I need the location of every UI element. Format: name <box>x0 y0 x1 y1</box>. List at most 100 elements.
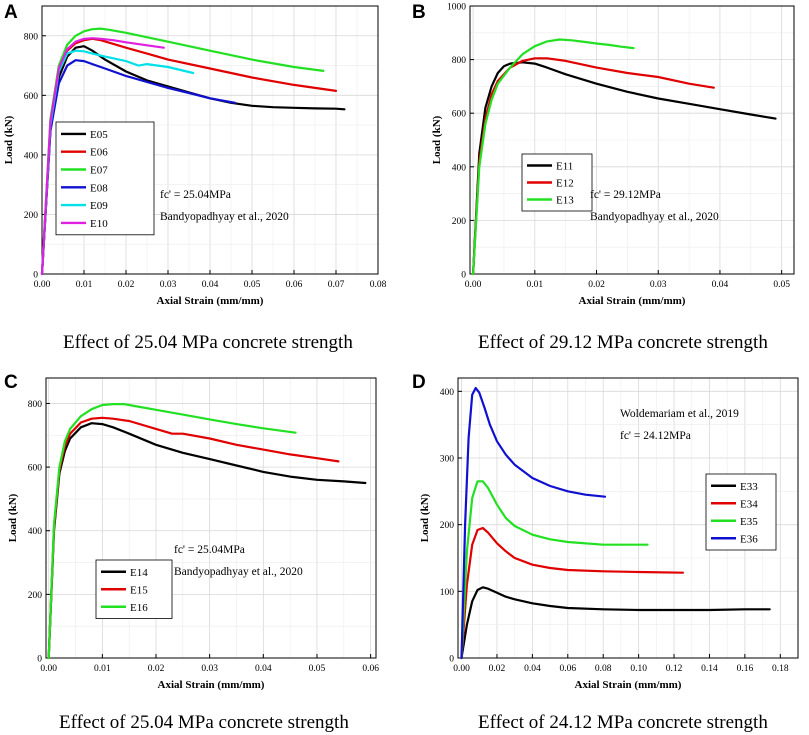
legend-label: E10 <box>90 218 108 230</box>
y-tick-label: 0 <box>33 271 38 281</box>
x-tick-label: 0.02 <box>489 664 506 674</box>
chart-svg-d: 0.00 0.02 0.04 0.06 0.08 0.10 0.12 0.14 0.16 0.18… <box>419 377 799 691</box>
x-tick-label: 0.00 <box>34 280 51 290</box>
y-tick-label: 400 <box>452 163 467 173</box>
x-tick-label: 0.00 <box>465 280 482 290</box>
y-axis-label: Load (kN) <box>7 493 19 542</box>
y-tick-label: 400 <box>24 151 39 161</box>
x-tick-label: 0.00 <box>40 664 57 674</box>
series-line-e15 <box>47 416 340 660</box>
chart-annotation: Bandyopadhyay et al., 2020 <box>590 211 719 223</box>
x-axis-label: Axial Strain (mm/mm) <box>158 679 265 691</box>
x-tick-label: 0.03 <box>201 664 218 674</box>
chart-svg-a: 0.00 0.01 0.02 0.03 0.04 0.05 0.06 0.07 0.08 0 200… <box>3 5 387 307</box>
panel-caption-a: Effect of 25.04 MPa concrete strength <box>63 332 353 353</box>
y-tick-label: 800 <box>28 400 43 410</box>
x-tick-label: 0.04 <box>712 280 729 290</box>
y-tick-label: 200 <box>440 521 455 531</box>
x-tick-label: 0.02 <box>148 664 165 674</box>
chart-annotation: fc' = 24.12MPa <box>620 430 691 442</box>
chart-annotation: Woldemariam et al., 2019 <box>620 408 739 420</box>
panel-letter-a: A <box>4 2 18 23</box>
series-line-e10 <box>40 37 165 276</box>
y-tick-label: 800 <box>24 32 39 42</box>
x-tick-label: 0.02 <box>588 280 605 290</box>
panel-caption-b: Effect of 29.12 MPa concrete strength <box>478 332 768 353</box>
y-axis-label: Load (kN) <box>419 493 431 542</box>
x-tick-label: 0.01 <box>94 664 111 674</box>
y-tick-label: 600 <box>24 92 39 102</box>
chart-svg-b: 0.00 0.01 0.02 0.03 0.04 0.05 0 200 400 600 800 100… <box>431 3 795 307</box>
legend-label: E14 <box>130 567 148 579</box>
series-line-e12 <box>471 57 715 276</box>
legend-label: E07 <box>90 165 108 177</box>
y-tick-label: 300 <box>440 455 455 465</box>
y-tick-label: 100 <box>440 588 455 598</box>
x-tick-label: 0.08 <box>370 280 387 290</box>
x-tick-label: 0.03 <box>160 280 177 290</box>
legend-label: E12 <box>556 178 574 190</box>
panel-letter-b: B <box>412 2 426 23</box>
x-tick-label: 0.01 <box>76 280 93 290</box>
x-tick-label: 0.14 <box>701 664 718 674</box>
chart-annotation: fc' = 29.12MPa <box>590 189 661 201</box>
legend-label: E08 <box>90 182 108 194</box>
legend-label: E34 <box>740 498 758 510</box>
legend-label: E05 <box>90 129 108 141</box>
plot-frame <box>45 377 377 659</box>
series-line-e07 <box>40 27 325 276</box>
y-tick-label: 0 <box>37 655 42 665</box>
legend-label: E33 <box>740 481 758 493</box>
legend-label: E15 <box>130 584 148 596</box>
chart-annotation: Bandyopadhyay et al., 2020 <box>174 566 303 578</box>
x-axis-label: Axial Strain (mm/mm) <box>157 295 264 307</box>
x-tick-label: 0.05 <box>309 664 326 674</box>
legend-label: E09 <box>90 200 108 212</box>
x-tick-label: 0.12 <box>666 664 683 674</box>
x-tick-label: 0.08 <box>595 664 612 674</box>
x-tick-label: 0.05 <box>773 280 790 290</box>
chart-panel-c: 0.00 0.01 0.02 0.03 0.04 0.05 0.06 0 200 400 600 80… <box>0 372 400 733</box>
y-tick-label: 200 <box>24 211 39 221</box>
y-axis-label: Load (kN) <box>431 115 443 164</box>
series-line-e08 <box>40 59 237 276</box>
legend-label: E16 <box>130 602 148 614</box>
y-tick-label: 400 <box>28 527 43 537</box>
series-line-e05 <box>40 45 346 276</box>
series-line-e33 <box>460 586 771 660</box>
x-tick-label: 0.16 <box>737 664 754 674</box>
series-line-e11 <box>471 61 777 276</box>
panel-caption-d: Effect of 24.12 MPa concrete strength <box>478 712 768 733</box>
chart-annotation: Bandyopadhyay et al., 2020 <box>160 211 289 223</box>
series-line-e35 <box>460 480 649 660</box>
legend-label: E36 <box>740 533 758 545</box>
x-tick-label: 0.04 <box>255 664 272 674</box>
legend-label: E11 <box>556 161 573 173</box>
y-tick-label: 200 <box>28 591 43 601</box>
legend-label: E13 <box>556 195 574 207</box>
x-tick-label: 0.04 <box>524 664 541 674</box>
y-tick-label: 1000 <box>447 3 466 13</box>
x-tick-label: 0.03 <box>650 280 667 290</box>
x-tick-label: 0.04 <box>202 280 219 290</box>
panel-letter-c: C <box>4 372 18 393</box>
x-tick-label: 0.02 <box>118 280 135 290</box>
y-tick-label: 200 <box>452 217 467 227</box>
gridlines <box>470 5 794 275</box>
y-tick-label: 0 <box>461 271 466 281</box>
x-tick-label: 0.00 <box>453 664 470 674</box>
x-tick-label: 0.01 <box>526 280 543 290</box>
panel-caption-c: Effect of 25.04 MPa concrete strength <box>59 712 349 733</box>
plot-frame <box>469 5 795 275</box>
y-tick-label: 800 <box>452 56 467 66</box>
chart-panel-a: 0.00 0.01 0.02 0.03 0.04 0.05 0.06 0.07 0.08 0 200… <box>0 0 400 353</box>
x-tick-label: 0.06 <box>362 664 379 674</box>
x-tick-label: 0.10 <box>630 664 647 674</box>
gridlines <box>46 378 376 659</box>
series-line-e34 <box>460 526 684 660</box>
y-tick-label: 600 <box>452 110 467 120</box>
chart-panel-d: 0.00 0.02 0.04 0.06 0.08 0.10 0.12 0.14 0.16 0.18… <box>404 372 809 733</box>
y-tick-label: 400 <box>440 388 455 398</box>
x-tick-label: 0.06 <box>559 664 576 674</box>
x-tick-label: 0.18 <box>772 664 789 674</box>
